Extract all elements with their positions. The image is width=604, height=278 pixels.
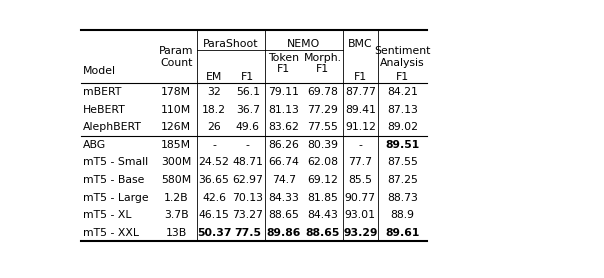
Text: 83.62: 83.62 bbox=[268, 122, 299, 132]
Text: 84.43: 84.43 bbox=[307, 210, 338, 220]
Text: HeBERT: HeBERT bbox=[83, 105, 126, 115]
Text: 48.71: 48.71 bbox=[233, 157, 263, 167]
Text: 77.5: 77.5 bbox=[234, 228, 262, 238]
Text: 62.97: 62.97 bbox=[233, 175, 263, 185]
Text: 88.9: 88.9 bbox=[390, 210, 414, 220]
Text: NEMO: NEMO bbox=[287, 39, 320, 49]
Text: 580M: 580M bbox=[161, 175, 191, 185]
Text: 36.7: 36.7 bbox=[236, 105, 260, 115]
Text: 81.85: 81.85 bbox=[307, 193, 338, 203]
Text: 91.12: 91.12 bbox=[345, 122, 376, 132]
Text: 70.13: 70.13 bbox=[233, 193, 263, 203]
Text: 42.6: 42.6 bbox=[202, 193, 226, 203]
Text: 3.7B: 3.7B bbox=[164, 210, 188, 220]
Text: 93.01: 93.01 bbox=[345, 210, 376, 220]
Text: mT5 - Large: mT5 - Large bbox=[83, 193, 149, 203]
Text: ParaShoot: ParaShoot bbox=[203, 39, 259, 49]
Text: F1: F1 bbox=[354, 72, 367, 82]
Text: F1: F1 bbox=[316, 64, 329, 74]
Text: 1.2B: 1.2B bbox=[164, 193, 188, 203]
Text: 185M: 185M bbox=[161, 140, 191, 150]
Text: 89.41: 89.41 bbox=[345, 105, 376, 115]
Text: mBERT: mBERT bbox=[83, 87, 121, 97]
Text: 89.86: 89.86 bbox=[266, 228, 301, 238]
Text: 62.08: 62.08 bbox=[307, 157, 338, 167]
Text: mT5 - Small: mT5 - Small bbox=[83, 157, 148, 167]
Text: 69.78: 69.78 bbox=[307, 87, 338, 97]
Text: 126M: 126M bbox=[161, 122, 191, 132]
Text: 88.73: 88.73 bbox=[387, 193, 418, 203]
Text: 50.37: 50.37 bbox=[197, 228, 231, 238]
Text: Count: Count bbox=[160, 58, 192, 68]
Text: Param: Param bbox=[159, 46, 193, 56]
Text: 46.15: 46.15 bbox=[199, 210, 230, 220]
Text: EM: EM bbox=[206, 72, 222, 82]
Text: 32: 32 bbox=[207, 87, 221, 97]
Text: 56.1: 56.1 bbox=[236, 87, 260, 97]
Text: 87.55: 87.55 bbox=[387, 157, 418, 167]
Text: Sentiment: Sentiment bbox=[374, 46, 431, 56]
Text: 93.29: 93.29 bbox=[343, 228, 378, 238]
Text: mT5 - XXL: mT5 - XXL bbox=[83, 228, 139, 238]
Text: 79.11: 79.11 bbox=[268, 87, 299, 97]
Text: -: - bbox=[358, 140, 362, 150]
Text: 13B: 13B bbox=[165, 228, 187, 238]
Text: 88.65: 88.65 bbox=[306, 228, 340, 238]
Text: F1: F1 bbox=[241, 72, 254, 82]
Text: 88.65: 88.65 bbox=[268, 210, 299, 220]
Text: 26: 26 bbox=[207, 122, 221, 132]
Text: 84.21: 84.21 bbox=[387, 87, 418, 97]
Text: BMC: BMC bbox=[348, 39, 373, 49]
Text: 89.61: 89.61 bbox=[385, 228, 420, 238]
Text: 24.52: 24.52 bbox=[199, 157, 230, 167]
Text: -: - bbox=[246, 140, 249, 150]
Text: 87.25: 87.25 bbox=[387, 175, 418, 185]
Text: 74.7: 74.7 bbox=[272, 175, 296, 185]
Text: 77.29: 77.29 bbox=[307, 105, 338, 115]
Text: AlephBERT: AlephBERT bbox=[83, 122, 142, 132]
Text: ABG: ABG bbox=[83, 140, 106, 150]
Text: 87.13: 87.13 bbox=[387, 105, 418, 115]
Text: mT5 - XL: mT5 - XL bbox=[83, 210, 132, 220]
Text: Token: Token bbox=[268, 53, 300, 63]
Text: Analysis: Analysis bbox=[380, 58, 425, 68]
Text: 77.55: 77.55 bbox=[307, 122, 338, 132]
Text: Morph.: Morph. bbox=[304, 53, 342, 63]
Text: 85.5: 85.5 bbox=[349, 175, 372, 185]
Text: 84.33: 84.33 bbox=[268, 193, 299, 203]
Text: 69.12: 69.12 bbox=[307, 175, 338, 185]
Text: 89.02: 89.02 bbox=[387, 122, 418, 132]
Text: 86.26: 86.26 bbox=[268, 140, 299, 150]
Text: 87.77: 87.77 bbox=[345, 87, 376, 97]
Text: -: - bbox=[212, 140, 216, 150]
Text: 110M: 110M bbox=[161, 105, 191, 115]
Text: 300M: 300M bbox=[161, 157, 191, 167]
Text: F1: F1 bbox=[277, 64, 291, 74]
Text: 66.74: 66.74 bbox=[268, 157, 299, 167]
Text: 89.51: 89.51 bbox=[385, 140, 420, 150]
Text: Model: Model bbox=[83, 66, 115, 76]
Text: F1: F1 bbox=[396, 72, 409, 82]
Text: 49.6: 49.6 bbox=[236, 122, 260, 132]
Text: 178M: 178M bbox=[161, 87, 191, 97]
Text: 18.2: 18.2 bbox=[202, 105, 226, 115]
Text: 77.7: 77.7 bbox=[349, 157, 372, 167]
Text: 80.39: 80.39 bbox=[307, 140, 338, 150]
Text: 36.65: 36.65 bbox=[199, 175, 230, 185]
Text: mT5 - Base: mT5 - Base bbox=[83, 175, 144, 185]
Text: 73.27: 73.27 bbox=[233, 210, 263, 220]
Text: 90.77: 90.77 bbox=[345, 193, 376, 203]
Text: 81.13: 81.13 bbox=[268, 105, 299, 115]
